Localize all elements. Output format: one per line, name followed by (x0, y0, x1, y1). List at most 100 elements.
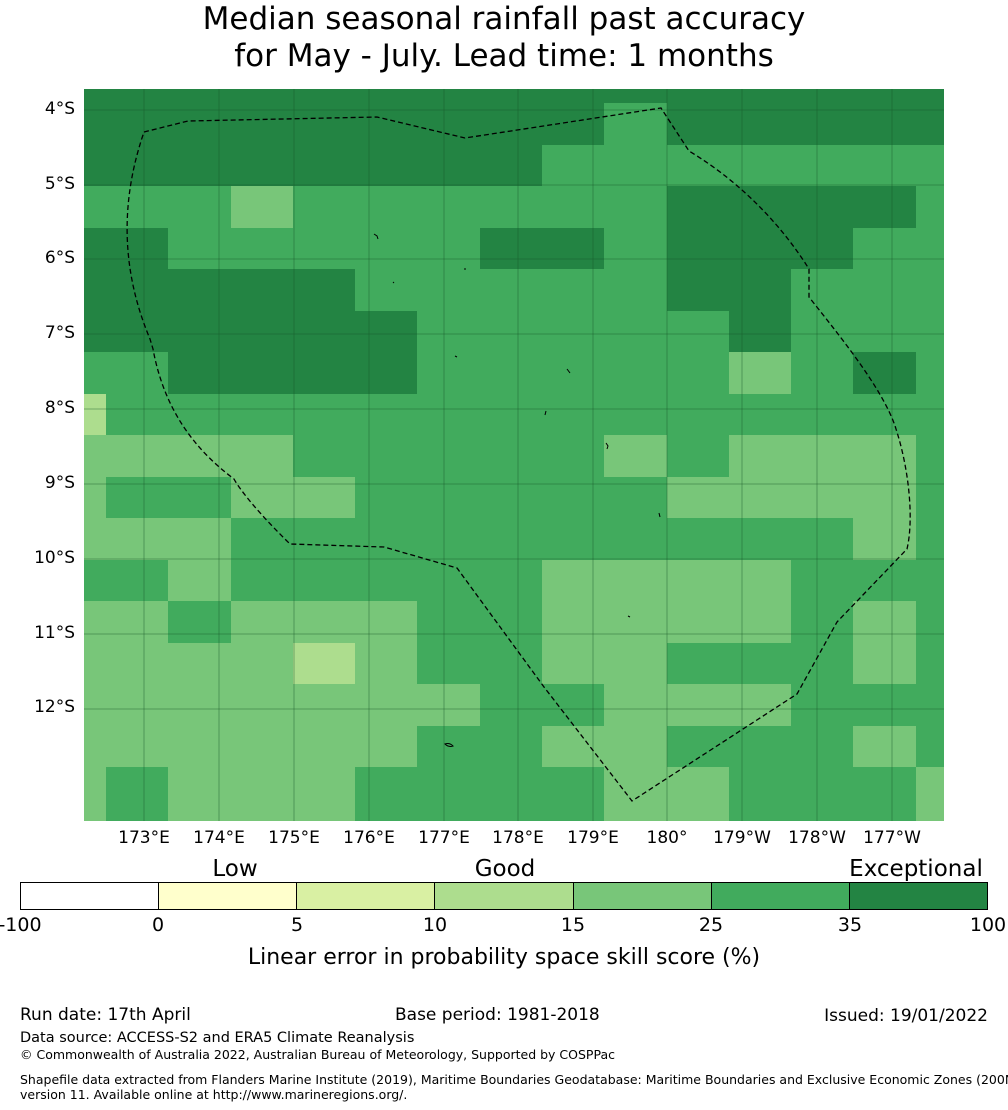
island-shape (627, 615, 631, 618)
skill-grid-cell (84, 269, 107, 312)
skill-grid-cell (791, 394, 854, 436)
skill-grid-cell (231, 103, 294, 146)
skill-grid-cell (84, 435, 107, 478)
skill-grid-cell (604, 477, 668, 519)
shapefile-credit-line1: Shapefile data extracted from Flanders M… (20, 1072, 1008, 1087)
skill-grid-cell (480, 145, 543, 187)
skill-grid-cell (916, 684, 944, 727)
skill-grid-cell (231, 394, 294, 436)
skill-grid-cell (542, 311, 605, 353)
skill-grid-cell (667, 89, 730, 104)
skill-grid-cell (604, 145, 668, 187)
skill-grid-cell (853, 89, 917, 104)
skill-grid-cell (729, 311, 792, 353)
skill-grid-cell (729, 228, 792, 270)
skill-grid-cell (667, 767, 730, 810)
skill-grid-cell (106, 767, 169, 810)
skill-grid-cell (667, 394, 730, 436)
skill-grid-cell (729, 352, 792, 395)
skill-grid-cell (106, 186, 169, 229)
skill-grid-cell (355, 435, 418, 478)
skill-grid-cell (417, 684, 481, 727)
skill-grid-cell (355, 394, 418, 436)
longitude-label: 179°W (713, 828, 771, 848)
skill-grid-cell (293, 643, 356, 685)
skill-grid-cell (542, 435, 605, 478)
skill-grid-cell (853, 684, 917, 727)
skill-grid-cell (106, 311, 169, 353)
skill-grid-cell (231, 601, 294, 644)
skill-grid-cell (355, 726, 418, 768)
skill-grid-cell (667, 518, 730, 561)
skill-grid-cells (84, 89, 944, 821)
skill-grid-cell (542, 643, 605, 685)
skill-grid-cell (417, 394, 481, 436)
skill-grid-cell (916, 643, 944, 685)
skill-grid-cell (480, 394, 543, 436)
skill-grid-cell (729, 145, 792, 187)
skill-grid-cell (84, 518, 107, 561)
skill-grid-cell (791, 352, 854, 395)
skill-grid-cell (853, 643, 917, 685)
skill-grid-cell (84, 726, 107, 768)
skill-grid-cell (604, 228, 668, 270)
skill-grid-cell (604, 643, 668, 685)
map-canvas (84, 89, 944, 821)
skill-grid-cell (355, 518, 418, 561)
colorbar-segment (849, 883, 987, 909)
skill-grid-cell (791, 435, 854, 478)
skill-grid-cell (231, 228, 294, 270)
skill-grid-cell (604, 186, 668, 229)
colorbar-segment (435, 883, 574, 909)
skill-grid-cell (106, 518, 169, 561)
skill-grid-cell (84, 643, 107, 685)
skill-grid-cell (853, 228, 917, 270)
skill-grid-cell (84, 684, 107, 727)
skill-grid-cell (853, 186, 917, 229)
skill-grid-cell (542, 477, 605, 519)
skill-grid-cell (293, 269, 356, 312)
skill-grid-cell (168, 145, 232, 187)
skill-grid-cell (729, 809, 792, 821)
colorbar-tick-label: 25 (698, 914, 724, 936)
skill-grid-cell (84, 809, 107, 821)
skill-grid-cell (355, 477, 418, 519)
skill-grid-cell (231, 477, 294, 519)
skill-grid-cell (168, 518, 232, 561)
skill-grid-cell (667, 352, 730, 395)
legend-category-low: Low (212, 856, 258, 882)
skill-grid-cell (168, 228, 232, 270)
skill-grid-cell (542, 394, 605, 436)
skill-grid-cell (480, 767, 543, 810)
island-shape (566, 368, 571, 374)
skill-grid-cell (667, 145, 730, 187)
skill-grid-cell (542, 186, 605, 229)
skill-grid-cell (84, 767, 107, 810)
skill-grid-cell (791, 311, 854, 353)
skill-grid-cell (168, 435, 232, 478)
skill-grid-cell (791, 89, 854, 104)
skill-grid-cell (667, 477, 730, 519)
skill-grid-cell (84, 311, 107, 353)
island-shape (605, 442, 609, 450)
skill-grid-cell (231, 311, 294, 353)
colorbar-caption: Linear error in probability space skill … (247, 945, 761, 970)
colorbar-tick-label: -100 (0, 914, 42, 936)
latitude-label: 11°S (34, 623, 75, 643)
skill-grid-cell (729, 394, 792, 436)
skill-grid-cell (480, 89, 543, 104)
skill-grid-cell (168, 352, 232, 395)
skill-grid-cell (604, 767, 668, 810)
graticule-lines (84, 89, 944, 821)
skill-grid-cell (604, 560, 668, 602)
legend-category-exceptional: Exceptional (849, 856, 983, 882)
skill-grid-cell (417, 435, 481, 478)
skill-grid-cell (231, 518, 294, 561)
longitude-label: 180° (646, 828, 688, 848)
longitude-label: 175°E (268, 828, 320, 848)
run-date: Run date: 17th April (20, 1005, 191, 1025)
skill-grid-cell (293, 352, 356, 395)
eez-boundary (126, 107, 911, 802)
skill-grid-cell (542, 269, 605, 312)
skill-grid-cell (417, 560, 481, 602)
